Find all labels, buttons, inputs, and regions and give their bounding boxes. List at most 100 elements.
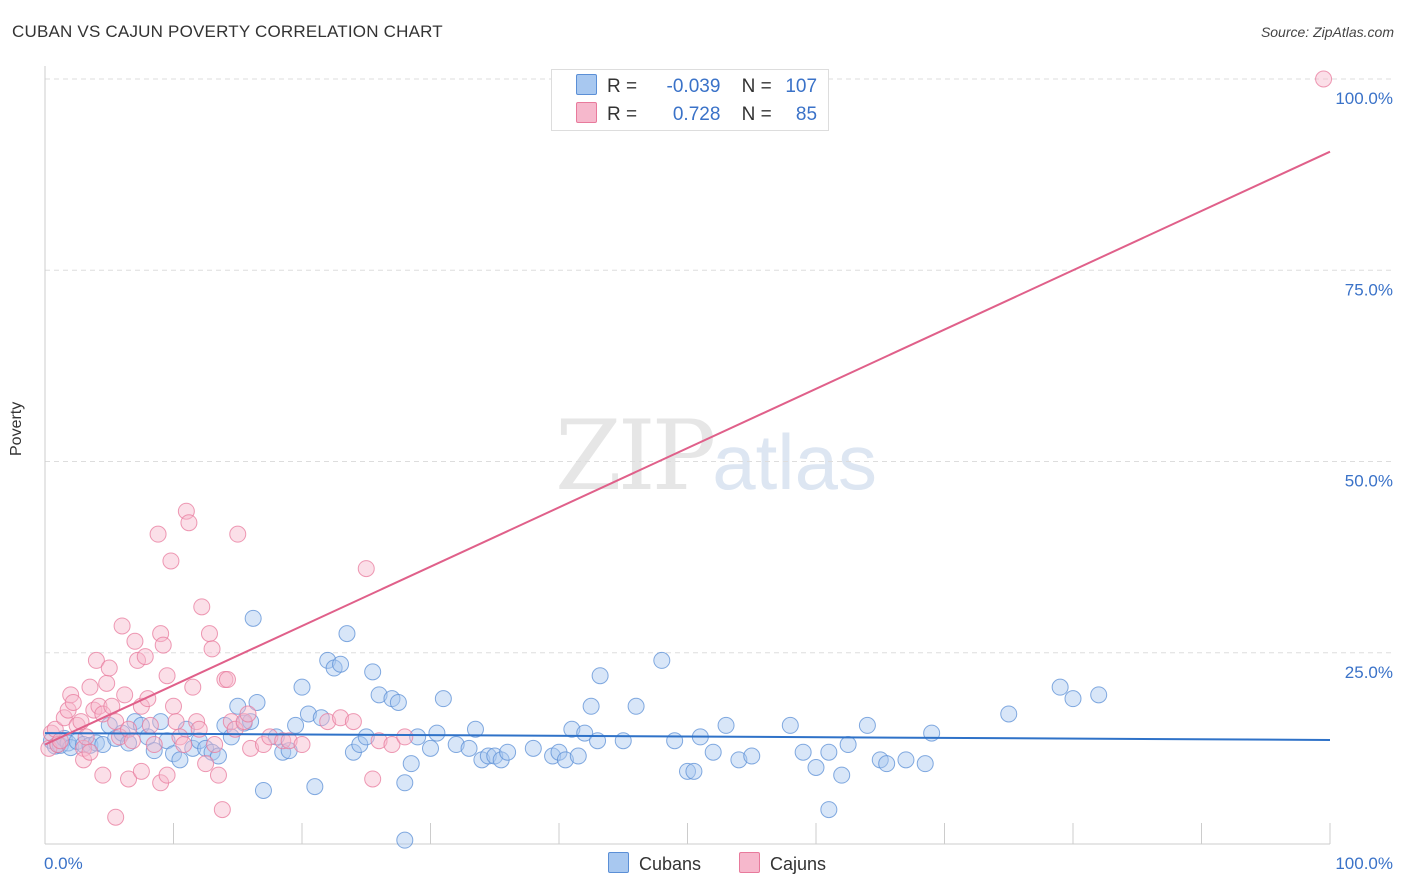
cubans-point-37 bbox=[254, 781, 272, 799]
cajuns-point-72 bbox=[364, 770, 382, 788]
cajuns-point-8 bbox=[64, 693, 82, 711]
cajuns-point-19 bbox=[100, 659, 118, 677]
cajuns-point-42 bbox=[175, 736, 193, 754]
cubans-point-65 bbox=[466, 720, 484, 738]
cajuns-point-59 bbox=[229, 525, 247, 543]
cubans-point-77 bbox=[576, 724, 594, 742]
cajuns-point-40 bbox=[167, 713, 185, 731]
bottom-cubans-swatch bbox=[608, 852, 629, 873]
cubans-point-94 bbox=[807, 759, 825, 776]
cajuns-point-30 bbox=[136, 648, 154, 666]
source-label: Source: ZipAtlas.com bbox=[1260, 24, 1394, 40]
cubans-point-88 bbox=[704, 743, 722, 761]
bottom-legend-cubans: Cubans bbox=[608, 852, 701, 875]
cajuns-point-34 bbox=[149, 525, 167, 543]
legend-n-label-cajuns: N = bbox=[741, 104, 772, 125]
cajuns-point-45 bbox=[184, 678, 202, 696]
cubans-point-90 bbox=[730, 751, 748, 769]
axes bbox=[44, 66, 1331, 845]
cubans-point-93 bbox=[794, 743, 812, 761]
cubans-point-95 bbox=[820, 743, 838, 761]
cajuns-point-23 bbox=[113, 617, 131, 635]
cubans-point-42 bbox=[293, 678, 311, 696]
cajuns-point-79 bbox=[107, 808, 125, 826]
cubans-point-6 bbox=[62, 739, 80, 757]
y-tick-label-100: 100.0% bbox=[1335, 89, 1393, 108]
bottom-legend-cajuns: Cajuns bbox=[739, 852, 826, 875]
cubans-point-78 bbox=[582, 697, 600, 715]
cajuns-point-49 bbox=[197, 755, 215, 773]
cubans-point-60 bbox=[422, 739, 439, 757]
cajuns-point-51 bbox=[203, 640, 221, 658]
correlation-legend: R = -0.039 N = 107 R = 0.728 N = 85 bbox=[551, 69, 829, 131]
legend-n-label-cubans: N = bbox=[741, 76, 772, 97]
cubans-point-53 bbox=[364, 663, 382, 681]
cajuns-point-61 bbox=[239, 705, 257, 723]
cajuns-point-84 bbox=[1315, 70, 1333, 88]
cubans-point-67 bbox=[479, 747, 497, 765]
cajuns-point-50 bbox=[200, 625, 218, 643]
cajuns-point-71 bbox=[357, 560, 375, 578]
cajuns-trend-line bbox=[44, 150, 1331, 746]
cubans-point-74 bbox=[556, 751, 574, 769]
cajuns-point-73 bbox=[370, 732, 388, 750]
legend-r-value-cubans: -0.039 bbox=[666, 76, 721, 97]
cajuns-point-68 bbox=[319, 713, 337, 731]
chart-title: CUBAN VS CAJUN POVERTY CORRELATION CHART bbox=[12, 22, 443, 41]
cubans-point-76 bbox=[569, 747, 587, 765]
watermark-zip: ZIP bbox=[555, 400, 716, 512]
cajuns-point-83 bbox=[158, 766, 176, 784]
cubans-point-62 bbox=[434, 690, 452, 708]
y-tick-label-50: 50.0% bbox=[1345, 472, 1393, 491]
cubans-point-61 bbox=[428, 724, 446, 742]
cubans-point-75 bbox=[563, 720, 581, 738]
cubans-point-86 bbox=[685, 762, 703, 780]
cajuns-point-16 bbox=[90, 697, 108, 715]
cubans-point-105 bbox=[1051, 678, 1069, 696]
cubans-point-64 bbox=[460, 739, 478, 757]
cajuns-point-69 bbox=[332, 709, 350, 727]
cubans-point-71 bbox=[524, 739, 542, 757]
y-tick-label-25: 25.0% bbox=[1345, 663, 1393, 682]
cubans-point-29 bbox=[209, 747, 227, 765]
legend-row-cubans: R = -0.039 N = 107 bbox=[576, 74, 817, 98]
cubans-point-59 bbox=[409, 728, 427, 746]
cubans-point-97 bbox=[839, 736, 857, 754]
cajuns-point-12 bbox=[77, 728, 95, 746]
cajuns-point-32 bbox=[141, 716, 159, 734]
cajuns-point-70 bbox=[344, 713, 362, 731]
cajuns-point-33 bbox=[145, 736, 163, 754]
cajuns-point-77 bbox=[81, 743, 99, 761]
y-tick-label-75: 75.0% bbox=[1345, 280, 1393, 299]
x-tick-label-min: 0.0% bbox=[44, 854, 83, 873]
cajuns-point-74 bbox=[383, 736, 401, 754]
cajuns-point-52 bbox=[206, 736, 224, 754]
cajuns-point-37 bbox=[158, 667, 176, 685]
cubans-point-109 bbox=[820, 801, 838, 819]
cubans-point-52 bbox=[357, 728, 375, 746]
cajuns-point-48 bbox=[193, 598, 211, 616]
cajuns-point-62 bbox=[242, 739, 260, 757]
cubans-point-102 bbox=[916, 755, 934, 773]
cajuns-point-78 bbox=[94, 766, 112, 784]
cajuns-point-26 bbox=[123, 732, 141, 750]
cubans-point-83 bbox=[653, 651, 671, 669]
cajuns-point-24 bbox=[116, 686, 134, 704]
cubans-point-84 bbox=[666, 732, 684, 750]
cubans-point-23 bbox=[171, 751, 189, 769]
cajuns-point-54 bbox=[213, 801, 231, 819]
cubans-point-19 bbox=[145, 742, 163, 760]
cubans-point-41 bbox=[287, 716, 305, 734]
cajuns-point-44 bbox=[180, 514, 198, 532]
cubans-point-80 bbox=[591, 667, 609, 685]
cubans-point-82 bbox=[627, 697, 645, 715]
legend-r-value-cajuns: 0.728 bbox=[672, 104, 721, 125]
cajuns-point-80 bbox=[120, 770, 138, 788]
cubans-point-56 bbox=[389, 693, 407, 711]
cubans-point-43 bbox=[299, 705, 317, 723]
cubans-point-92 bbox=[781, 716, 799, 734]
cubans-point-107 bbox=[1090, 686, 1108, 704]
bottom-cubans-label: Cubans bbox=[639, 854, 702, 874]
tick-labels: 25.0% 50.0% 75.0% 100.0% 0.0% 100.0% bbox=[44, 89, 1393, 873]
